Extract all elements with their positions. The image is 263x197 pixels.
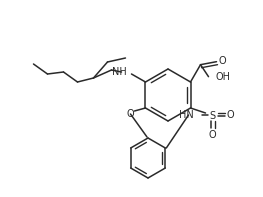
Text: S: S xyxy=(209,111,216,121)
Text: OH: OH xyxy=(215,72,230,82)
Text: O: O xyxy=(219,56,226,66)
Text: NH: NH xyxy=(112,67,127,77)
Text: O: O xyxy=(127,109,134,119)
Text: HN: HN xyxy=(179,110,194,120)
Text: O: O xyxy=(209,130,216,140)
Text: O: O xyxy=(227,110,234,120)
